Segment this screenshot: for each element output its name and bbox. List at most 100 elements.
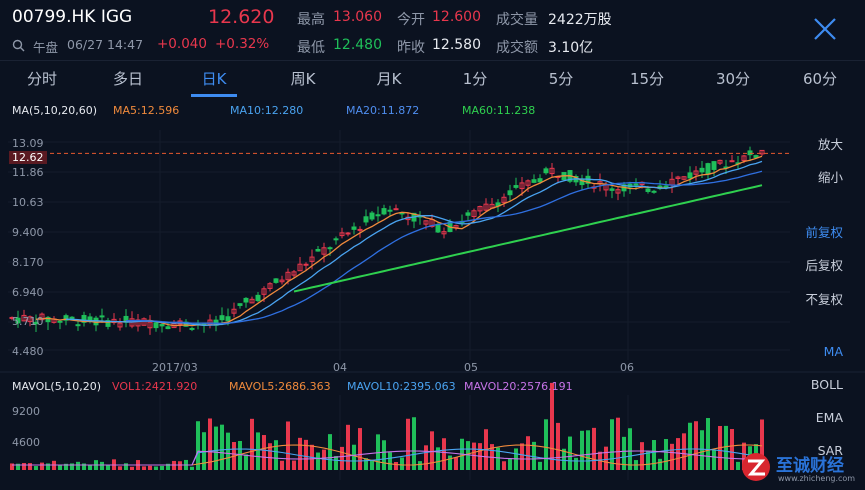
candle-body: [351, 226, 357, 230]
candle-body: [477, 206, 483, 212]
tab-weekly-k[interactable]: 周K: [290, 70, 316, 88]
candle-body: [273, 278, 279, 283]
volume-bar: [262, 435, 266, 470]
tab-multiday[interactable]: 多日: [112, 70, 144, 88]
volume-bar: [238, 440, 242, 470]
volume-bar: [538, 461, 542, 470]
volume-bar: [322, 449, 326, 470]
candle-body: [675, 176, 681, 179]
close-icon: [814, 18, 836, 40]
mavol10-legend: MAVOL10:2395.063: [347, 380, 456, 393]
volume-bar: [448, 455, 452, 470]
volume-bar: [706, 418, 710, 470]
volume-bar: [688, 422, 692, 470]
volume-axis-label: 9200: [12, 405, 40, 418]
price-axis-label: 6.940: [12, 286, 44, 299]
volume-bar: [502, 461, 506, 470]
volume-bar: [358, 428, 362, 470]
volume-bar: [670, 443, 674, 470]
volume-label: 成交量: [496, 12, 538, 28]
ma20-line: [125, 170, 763, 325]
indicator-ma-button[interactable]: MA: [823, 344, 843, 359]
volume-bar: [616, 417, 620, 470]
price-axis-label: 4.480: [12, 345, 44, 358]
post-adjust-button[interactable]: 后复权: [805, 258, 843, 273]
pre-adjust-button[interactable]: 前复权: [805, 225, 843, 240]
low-value: 12.480: [333, 37, 382, 53]
volume-bar: [544, 419, 548, 470]
price-change: +0.040: [157, 36, 207, 52]
volume-bar: [472, 442, 476, 470]
volume-bar: [736, 461, 740, 470]
candle-body: [501, 196, 507, 203]
volume-bar: [580, 430, 584, 470]
close-button[interactable]: [810, 14, 840, 44]
tab-monthly-k[interactable]: 月K: [376, 70, 402, 88]
prev-close-value: 12.580: [432, 37, 481, 53]
volume-bar: [652, 440, 656, 470]
volume-bar: [256, 432, 260, 470]
candle-body: [633, 183, 639, 186]
candle-body: [711, 161, 717, 170]
no-adjust-button[interactable]: 不复权: [805, 292, 843, 307]
candle-body: [663, 185, 669, 188]
candle-body: [261, 288, 267, 295]
candle-body: [57, 320, 63, 323]
mavol-legend-title: MAVOL(5,10,20): [12, 380, 101, 393]
ma10-legend: MA10:12.280: [230, 104, 304, 117]
volume-bar: [16, 463, 20, 470]
tab-30min[interactable]: 30分: [715, 70, 751, 88]
volume-bar: [166, 463, 170, 470]
volume-bar: [454, 457, 458, 470]
volume-bar: [418, 461, 422, 470]
candle-body: [753, 155, 759, 158]
zoom-in-button[interactable]: 放大: [817, 137, 843, 152]
candle-body: [549, 167, 555, 175]
open-label: 今开: [397, 12, 425, 28]
volume-bar: [712, 449, 716, 470]
tab-60min[interactable]: 60分: [802, 70, 838, 88]
tab-intraday[interactable]: 分时: [26, 70, 58, 88]
indicator-sar-button[interactable]: SAR: [817, 443, 843, 458]
volume-bar: [430, 431, 434, 470]
volume-bar: [40, 462, 44, 470]
candle-body: [363, 216, 369, 223]
tab-1min[interactable]: 1分: [462, 70, 488, 88]
volume-bar: [220, 424, 224, 470]
date-axis-label: 05: [464, 361, 478, 374]
candle-body: [747, 150, 753, 156]
volume-bar: [124, 463, 128, 470]
price-axis-label: 11.86: [12, 166, 44, 179]
candle-body: [345, 232, 351, 235]
candle-body: [687, 172, 693, 179]
ma60-legend: MA60:11.238: [462, 104, 536, 117]
volume-bar: [664, 439, 668, 470]
search-icon[interactable]: [12, 37, 25, 56]
volume-bar: [268, 443, 272, 470]
candle-body: [645, 188, 651, 192]
watermark-name: 至诚财经: [776, 456, 844, 476]
tab-15min[interactable]: 15分: [629, 70, 665, 88]
tab-daily-k[interactable]: 日K: [201, 70, 227, 88]
volume-bar: [466, 441, 470, 470]
indicator-boll-button[interactable]: BOLL: [810, 377, 843, 392]
indicator-ema-button[interactable]: EMA: [815, 410, 843, 425]
volume-axis-label: 4600: [12, 436, 40, 449]
volume-bar: [508, 458, 512, 470]
candle-body: [165, 326, 171, 330]
volume-value: 2422万股: [548, 12, 612, 28]
candle-body: [93, 317, 99, 326]
candle-body: [693, 170, 699, 175]
volume-bar: [352, 444, 356, 470]
volume-bar: [742, 442, 746, 470]
ma5-line: [35, 155, 763, 327]
volume-bar: [250, 418, 254, 470]
candle-body: [15, 317, 21, 324]
volume-bar: [292, 460, 296, 470]
date-axis-label: 2017/03: [152, 361, 198, 374]
zoom-out-button[interactable]: 缩小: [817, 170, 843, 185]
tab-5min[interactable]: 5分: [548, 70, 574, 88]
volume-bar: [22, 463, 26, 470]
candle-body: [435, 223, 441, 233]
